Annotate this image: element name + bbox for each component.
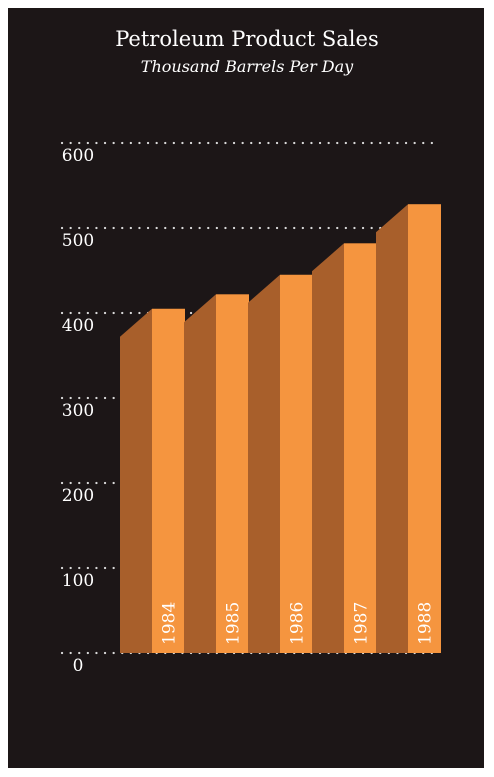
bar-1987 bbox=[344, 243, 377, 654]
y-tick-label: 300 bbox=[62, 401, 94, 421]
category-label: 1985 bbox=[224, 602, 244, 645]
labels: 0 100 200 300 400 500 600 1984 1985 1986 1987 1988 bbox=[62, 146, 436, 676]
y-tick-label: 200 bbox=[62, 486, 94, 506]
y-tick-label: 400 bbox=[62, 316, 94, 336]
y-tick-label: 0 bbox=[73, 656, 84, 676]
bar-side-1984 bbox=[120, 308, 152, 653]
bar-side-1988 bbox=[376, 204, 408, 653]
y-tick-label: 600 bbox=[62, 146, 94, 166]
bars bbox=[120, 204, 441, 654]
bar-side-1987 bbox=[312, 243, 344, 654]
chart-title: Petroleum Product Sales bbox=[115, 27, 379, 51]
bar-1986 bbox=[280, 274, 313, 653]
bar-1988 bbox=[408, 204, 441, 653]
bar-1984 bbox=[152, 308, 185, 653]
chart-subtitle: Thousand Barrels Per Day bbox=[140, 57, 354, 76]
category-label: 1988 bbox=[416, 602, 436, 645]
y-tick-label: 500 bbox=[62, 231, 94, 251]
bar-1985 bbox=[216, 294, 249, 653]
bar-side-1985 bbox=[184, 294, 216, 653]
category-label: 1987 bbox=[352, 602, 372, 645]
bar-side-1986 bbox=[248, 274, 280, 653]
y-tick-label: 100 bbox=[62, 571, 94, 591]
category-label: 1984 bbox=[160, 602, 180, 645]
category-label: 1986 bbox=[288, 602, 308, 645]
